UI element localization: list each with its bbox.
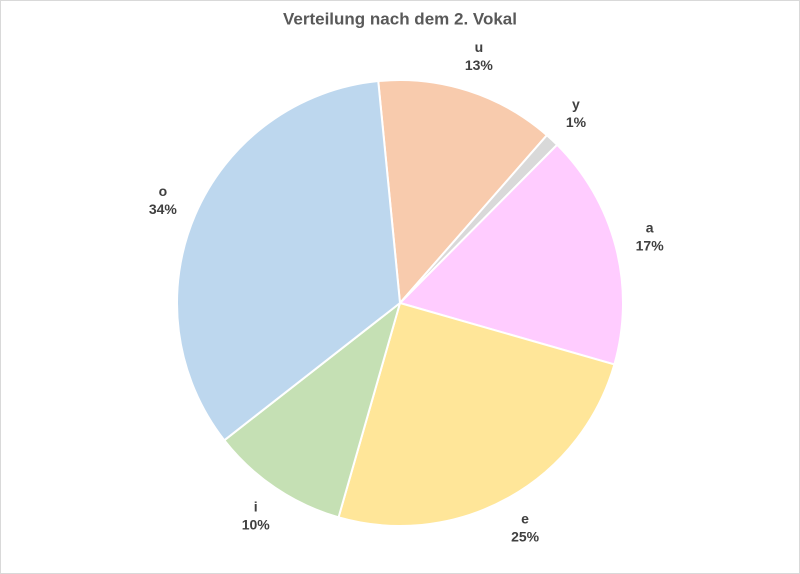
pie-slice [398,143,624,366]
slice-category-label: u [475,39,484,55]
slice-value-label: 34% [149,201,178,217]
slice-value-label: 1% [566,114,587,130]
slice-category-label: e [521,510,529,526]
slice-value-label: 13% [465,57,494,73]
slice-category-label: a [646,220,654,236]
slice-category-label: i [254,499,258,515]
slice-category-label: o [159,183,168,199]
pie-slice [222,300,402,519]
pie-slice [377,79,549,306]
slice-category-label: y [572,96,580,112]
slice-value-label: 25% [511,528,540,544]
pie-slice [176,79,402,442]
slice-value-label: 17% [636,238,665,254]
chart-title: Verteilung nach dem 2. Vokal [283,9,517,28]
slice-value-label: 10% [242,517,271,533]
pie-slice [337,301,616,527]
